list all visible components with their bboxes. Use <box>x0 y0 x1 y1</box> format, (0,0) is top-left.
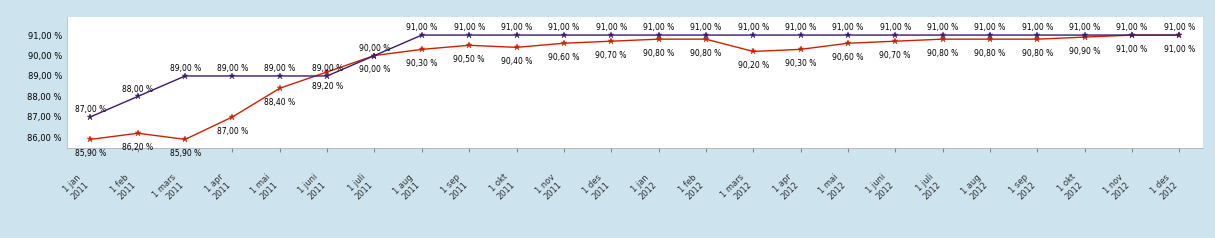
Text: 89,00 %: 89,00 % <box>216 64 248 73</box>
Text: 1 nov
2012: 1 nov 2012 <box>1102 173 1132 203</box>
Text: 89,20 %: 89,20 % <box>311 82 343 91</box>
Text: 90,60 %: 90,60 % <box>832 53 864 62</box>
Text: 91,00 %: 91,00 % <box>832 23 864 32</box>
Text: 90,90 %: 90,90 % <box>1069 47 1101 56</box>
Text: 1 apr
2011: 1 apr 2011 <box>203 173 232 202</box>
Text: 90,80 %: 90,80 % <box>690 49 722 58</box>
Text: 91,00 %: 91,00 % <box>880 23 911 32</box>
Text: 1 juni
2012: 1 juni 2012 <box>865 173 895 203</box>
Text: 1 feb
2012: 1 feb 2012 <box>677 173 706 202</box>
Text: 1 jan
2011: 1 jan 2011 <box>62 173 90 201</box>
Text: 1 mai
2012: 1 mai 2012 <box>818 173 848 203</box>
Text: 91,00 %: 91,00 % <box>927 23 959 32</box>
Text: 90,00 %: 90,00 % <box>358 65 390 74</box>
Text: 90,80 %: 90,80 % <box>1022 49 1053 58</box>
Text: 1 des
2011: 1 des 2011 <box>581 173 611 203</box>
Text: 1 jan
2012: 1 jan 2012 <box>629 173 659 201</box>
Text: 89,00 %: 89,00 % <box>311 64 343 73</box>
Text: 91,00 %: 91,00 % <box>643 23 674 32</box>
Text: 87,00 %: 87,00 % <box>75 105 106 114</box>
Text: 91,00 %: 91,00 % <box>690 23 722 32</box>
Text: 91,00 %: 91,00 % <box>406 23 437 32</box>
Text: 90,80 %: 90,80 % <box>927 49 959 58</box>
Text: 89,00 %: 89,00 % <box>170 64 200 73</box>
Text: 1 juli
2011: 1 juli 2011 <box>346 173 374 201</box>
Text: 91,00 %: 91,00 % <box>595 23 627 32</box>
Text: 89,00 %: 89,00 % <box>264 64 295 73</box>
Text: 88,40 %: 88,40 % <box>265 98 295 107</box>
Text: 90,30 %: 90,30 % <box>785 59 816 68</box>
Text: 1 okt
2011: 1 okt 2011 <box>488 173 516 201</box>
Text: 90,70 %: 90,70 % <box>595 51 627 60</box>
Text: 90,80 %: 90,80 % <box>974 49 1006 58</box>
Text: 90,70 %: 90,70 % <box>880 51 911 60</box>
Text: 91,00 %: 91,00 % <box>1164 45 1194 54</box>
Text: 91,00 %: 91,00 % <box>1022 23 1053 32</box>
Text: 1 juni
2011: 1 juni 2011 <box>296 173 327 203</box>
Text: 86,20 %: 86,20 % <box>123 143 153 152</box>
Text: 90,30 %: 90,30 % <box>406 59 437 68</box>
Text: 91,00 %: 91,00 % <box>453 23 485 32</box>
Text: 91,00 %: 91,00 % <box>785 23 816 32</box>
Text: 85,90 %: 85,90 % <box>75 149 106 158</box>
Text: 87,00 %: 87,00 % <box>216 127 248 136</box>
Text: 1 des
2012: 1 des 2012 <box>1149 173 1180 203</box>
Text: 91,00 %: 91,00 % <box>1164 23 1194 32</box>
Text: 1 okt
2012: 1 okt 2012 <box>1056 173 1085 201</box>
Text: 91,00 %: 91,00 % <box>1117 23 1147 32</box>
Text: 91,00 %: 91,00 % <box>548 23 580 32</box>
Text: 1 mars
2011: 1 mars 2011 <box>151 173 185 207</box>
Text: 1 juli
2012: 1 juli 2012 <box>914 173 943 201</box>
Text: 1 apr
2012: 1 apr 2012 <box>772 173 801 202</box>
Text: 85,90 %: 85,90 % <box>170 149 200 158</box>
Text: 91,00 %: 91,00 % <box>974 23 1006 32</box>
Text: 90,40 %: 90,40 % <box>501 57 532 66</box>
Text: 90,20 %: 90,20 % <box>738 61 769 70</box>
Text: 1 mai
2011: 1 mai 2011 <box>249 173 279 203</box>
Text: 1 nov
2011: 1 nov 2011 <box>533 173 564 203</box>
Text: 1 aug
2011: 1 aug 2011 <box>391 173 422 203</box>
Text: 90,00 %: 90,00 % <box>358 44 390 53</box>
Text: 91,00 %: 91,00 % <box>501 23 532 32</box>
Text: 90,80 %: 90,80 % <box>643 49 674 58</box>
Text: 91,00 %: 91,00 % <box>738 23 769 32</box>
Text: 1 feb
2011: 1 feb 2011 <box>109 173 137 202</box>
Text: 90,60 %: 90,60 % <box>548 53 580 62</box>
Text: 1 aug
2012: 1 aug 2012 <box>960 173 990 203</box>
Text: 90,50 %: 90,50 % <box>453 55 485 64</box>
Text: 91,00 %: 91,00 % <box>1117 45 1147 54</box>
Text: 1 sep
2012: 1 sep 2012 <box>1007 173 1038 203</box>
Text: 91,00 %: 91,00 % <box>1069 23 1100 32</box>
Text: 1 sep
2011: 1 sep 2011 <box>440 173 469 203</box>
Text: 1 mars
2012: 1 mars 2012 <box>719 173 753 207</box>
Text: 88,00 %: 88,00 % <box>123 85 153 94</box>
